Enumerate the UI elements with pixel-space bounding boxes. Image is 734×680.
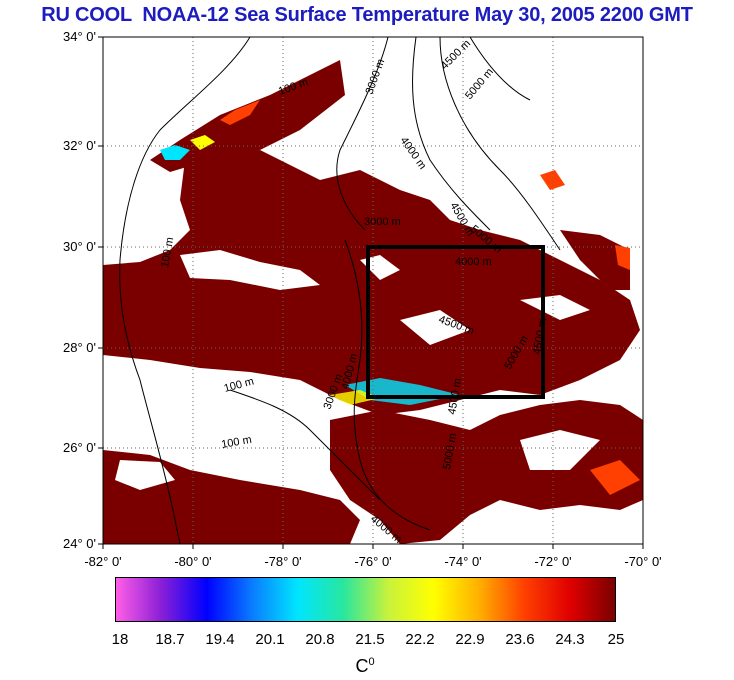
lat-label: 32° 0' <box>63 138 96 153</box>
colorbar-label: 20.1 <box>255 631 285 648</box>
lon-label: -78° 0' <box>264 554 302 569</box>
lon-label: -72° 0' <box>534 554 572 569</box>
colorbar-label: 21.5 <box>355 631 385 648</box>
sst-patch <box>615 245 630 270</box>
sst-patch <box>190 135 215 150</box>
sst-patch <box>115 460 175 490</box>
colorbar-label: 23.6 <box>505 631 535 648</box>
colorbar-label: 18 <box>111 631 129 648</box>
sst-patch <box>540 170 565 190</box>
colorbar-label: 20.8 <box>305 631 335 648</box>
map-title: RU COOL NOAA-12 Sea Surface Temperature … <box>41 4 693 26</box>
lat-label: 30° 0' <box>63 239 96 254</box>
depth-label: 4000 m <box>455 256 492 268</box>
sst-patch <box>520 430 600 470</box>
sst-field <box>103 60 643 544</box>
lat-label: 26° 0' <box>63 440 96 455</box>
sst-patch <box>220 100 260 125</box>
colorbar-label: 18.7 <box>155 631 185 648</box>
depth-label: 100 m <box>223 375 256 395</box>
study-box <box>366 245 545 399</box>
depth-label: 100 m <box>220 434 252 451</box>
sst-patch <box>103 150 640 415</box>
sst-patch <box>590 460 640 495</box>
depth-label: 3000 m <box>364 57 388 96</box>
sst-patch <box>520 295 590 320</box>
sst-patch <box>560 230 630 290</box>
colorbar-label: 24.3 <box>555 631 585 648</box>
lon-label: -74° 0' <box>444 554 482 569</box>
lon-label: -76° 0' <box>354 554 392 569</box>
unit-base: C <box>355 656 369 676</box>
lat-label: 34° 0' <box>63 29 96 44</box>
axis-ticks <box>98 36 644 549</box>
lon-label: -70° 0' <box>624 554 662 569</box>
sst-patch <box>400 310 470 345</box>
colorbar-label: 22.9 <box>455 631 485 648</box>
lon-label: -80° 0' <box>174 554 212 569</box>
colorbar-label: 25 <box>607 631 625 648</box>
colorbar <box>115 577 616 622</box>
depth-label: 3000 m <box>364 216 401 228</box>
sst-patch <box>160 145 190 160</box>
lon-label: -82° 0' <box>84 554 122 569</box>
depth-label: 100 m <box>159 236 176 268</box>
coastline-contours <box>119 36 561 545</box>
depth-label: 5000 m <box>463 66 496 102</box>
depth-label: 4500 m <box>439 38 473 72</box>
unit-sup: 0 <box>368 656 375 668</box>
lat-label: 24° 0' <box>63 536 96 551</box>
colorbar-label: 22.2 <box>405 631 435 648</box>
lat-label: 28° 0' <box>63 340 96 355</box>
colorbar-unit: C0 <box>340 656 390 677</box>
sst-patch <box>180 250 320 290</box>
depth-label: 4000 m <box>398 135 429 172</box>
colorbar-label: 19.4 <box>205 631 235 648</box>
